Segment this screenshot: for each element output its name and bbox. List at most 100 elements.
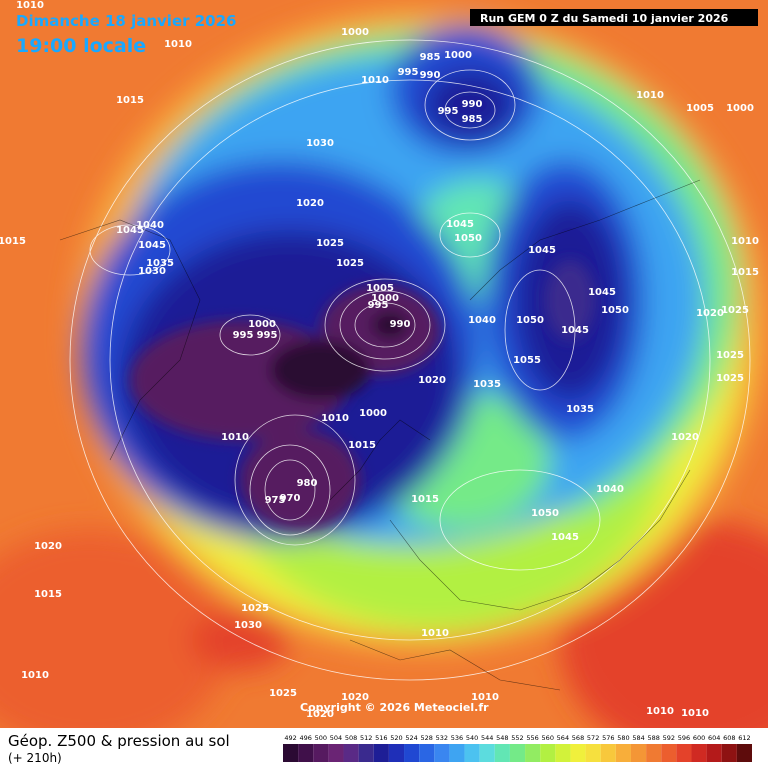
pressure-label: 1000 <box>248 319 276 330</box>
legend-swatch <box>540 744 556 762</box>
pressure-label: 1020 <box>418 375 446 386</box>
pressure-label: 995 <box>368 300 389 311</box>
pressure-label: 1025 <box>241 603 269 614</box>
pressure-label: 1050 <box>601 305 629 316</box>
pressure-label: 1020 <box>671 432 699 443</box>
legend-level: 584 <box>632 734 644 742</box>
legend-level: 536 <box>451 734 463 742</box>
pressure-label: 1035 <box>146 258 174 269</box>
legend-level: 500 <box>315 734 327 742</box>
legend-level: 548 <box>496 734 508 742</box>
legend-level: 576 <box>602 734 614 742</box>
pressure-label: 975 <box>265 495 286 506</box>
legend-swatch <box>676 744 692 762</box>
legend-level: 504 <box>330 734 342 742</box>
pressure-label: 1045 <box>116 225 144 236</box>
legend-level: 508 <box>345 734 357 742</box>
legend-level: 524 <box>405 734 417 742</box>
pressure-label: 1005 <box>366 283 394 294</box>
pressure-label: 1035 <box>566 404 594 415</box>
pressure-label: 1030 <box>234 620 262 631</box>
pressure-label: 1020 <box>34 541 62 552</box>
pressure-label: 1025 <box>716 373 744 384</box>
legend-swatch <box>328 744 344 762</box>
pressure-label: 1010 <box>636 90 664 101</box>
legend-level: 552 <box>511 734 523 742</box>
pressure-label: 1000 <box>371 293 399 304</box>
pressure-label: 1020 <box>296 198 324 209</box>
legend-level: 544 <box>481 734 493 742</box>
pressure-label: 990 <box>462 99 483 110</box>
forecast-time: 19:00 locale <box>16 35 146 57</box>
pressure-label: 995 <box>257 330 278 341</box>
pressure-label: 1015 <box>34 589 62 600</box>
legend-swatch <box>298 744 314 762</box>
legend-swatch <box>494 744 510 762</box>
pressure-label: 1010 <box>221 432 249 443</box>
pressure-label: 1025 <box>721 305 749 316</box>
pressure-label: 1000 <box>444 50 472 61</box>
pressure-label: 1025 <box>336 258 364 269</box>
legend-level: 592 <box>663 734 675 742</box>
pressure-label: 1045 <box>561 325 589 336</box>
pressure-label: 1015 <box>348 440 376 451</box>
legend-swatch <box>570 744 586 762</box>
pressure-label: 1000 <box>726 103 754 114</box>
pressure-label: 1000 <box>359 408 387 419</box>
legend-swatch <box>630 744 647 762</box>
pressure-label: 1000 <box>341 27 369 38</box>
legend-level: 572 <box>587 734 599 742</box>
legend-swatch <box>283 744 299 762</box>
pressure-label: 1015 <box>0 236 26 247</box>
pressure-label: 1030 <box>306 138 334 149</box>
legend-level: 564 <box>557 734 569 742</box>
legend-level: 608 <box>723 734 735 742</box>
pressure-label: 1055 <box>513 355 541 366</box>
pressure-label: 1010 <box>731 236 759 247</box>
footer-lead: (+ 210h) <box>8 751 62 765</box>
legend-swatch <box>525 744 541 762</box>
pressure-label: 990 <box>390 319 411 330</box>
legend-swatch <box>509 744 526 762</box>
legend-level: 612 <box>738 734 750 742</box>
pressure-label: 1010 <box>164 39 192 50</box>
pressure-label: 995 <box>398 67 419 78</box>
legend-swatch <box>615 744 631 762</box>
pressure-label: 970 <box>280 493 301 504</box>
legend-swatch <box>661 744 677 762</box>
pressure-label: 985 <box>462 114 483 125</box>
pressure-label: 1025 <box>716 350 744 361</box>
run-info: Run GEM 0 Z du Samedi 10 janvier 2026 <box>480 12 729 25</box>
pressure-label: 1050 <box>516 315 544 326</box>
legend-swatch <box>706 744 722 762</box>
footer-title: Géop. Z500 & pression au sol <box>8 732 230 750</box>
legend-level: 492 <box>284 734 296 742</box>
pressure-label: 1045 <box>528 245 556 256</box>
pressure-label: 1010 <box>321 413 349 424</box>
forecast-date: Dimanche 18 janvier 2026 <box>16 12 237 30</box>
pressure-label: 1045 <box>551 532 579 543</box>
legend-level: 512 <box>360 734 372 742</box>
pressure-label: 1005 <box>686 103 714 114</box>
legend-level: 560 <box>542 734 554 742</box>
pressure-label: 1010 <box>421 628 449 639</box>
legend-level: 604 <box>708 734 720 742</box>
coastlines <box>59 179 701 691</box>
legend-swatch <box>721 744 737 762</box>
pressure-label: 1010 <box>361 75 389 86</box>
pressure-label: 1015 <box>411 494 439 505</box>
legend-level: 540 <box>466 734 478 742</box>
legend-swatch <box>388 744 405 762</box>
legend-swatch <box>343 744 359 762</box>
pressure-label: 1010 <box>16 0 44 11</box>
pressure-label: 1045 <box>138 240 166 251</box>
pressure-label: 995 <box>438 106 459 117</box>
run-box <box>470 9 758 26</box>
legend-swatch <box>555 744 571 762</box>
pressure-label: 1020 <box>696 308 724 319</box>
pressure-label: 1040 <box>468 315 496 326</box>
isobars <box>69 39 751 681</box>
legend-swatch <box>373 744 389 762</box>
